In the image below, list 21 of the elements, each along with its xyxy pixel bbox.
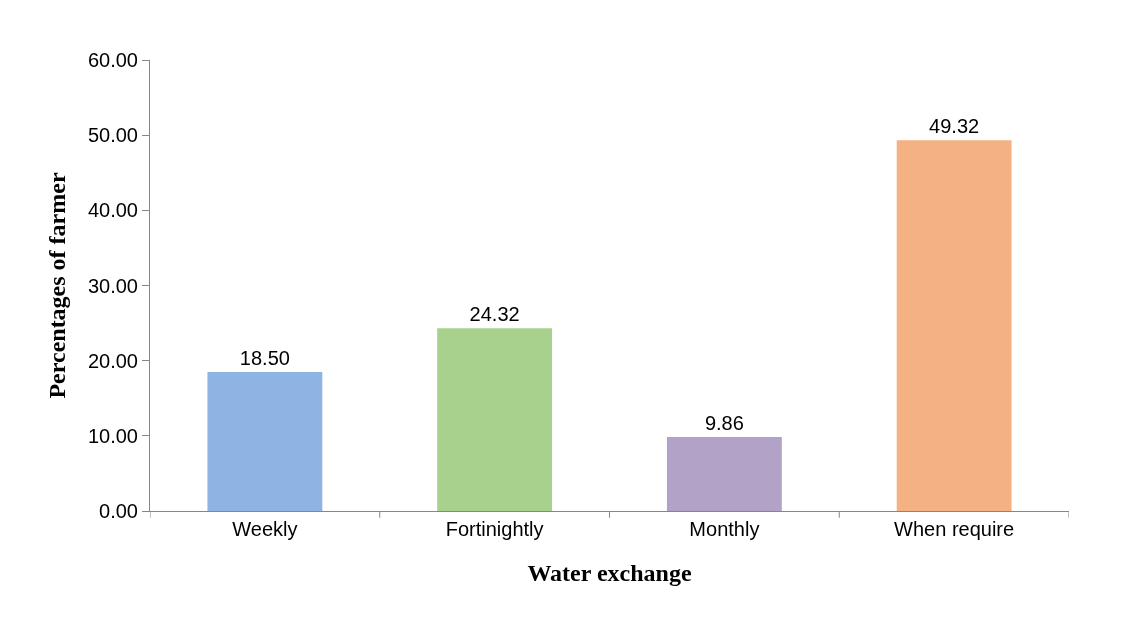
y-tick-label: 40.00 — [87, 199, 138, 222]
x-axis-title: Water exchange — [527, 560, 692, 587]
y-tick-label: 10.00 — [87, 424, 138, 447]
data-label: 24.32 — [469, 303, 520, 326]
y-tick-label: 0.00 — [99, 500, 138, 522]
y-axis-title: Percentages of farmer — [44, 172, 71, 399]
x-tick-label: When require — [894, 518, 1015, 540]
bar — [437, 328, 553, 511]
x-tick-label: Weekly — [232, 518, 298, 540]
data-label: 49.32 — [929, 115, 980, 138]
x-tick-label: Monthly — [689, 518, 760, 540]
y-tick-label: 60.00 — [87, 49, 138, 71]
bar — [666, 436, 782, 511]
y-tick-label: 20.00 — [87, 349, 138, 372]
bar — [207, 371, 323, 511]
data-label: 18.50 — [239, 346, 290, 369]
y-tick-label: 50.00 — [87, 124, 138, 147]
y-tick-label: 30.00 — [87, 274, 138, 297]
data-label: 9.86 — [704, 411, 744, 434]
bar — [896, 140, 1012, 511]
x-tick-label: Fortinightly — [445, 518, 544, 540]
